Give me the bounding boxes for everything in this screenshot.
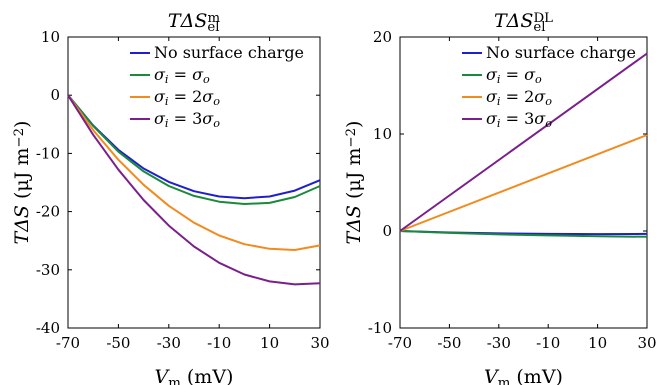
x-tick-label: 30 xyxy=(310,334,329,352)
chart-title: TΔSelDL xyxy=(494,10,553,35)
x-tick-label: 10 xyxy=(588,334,607,352)
x-tick-label: -50 xyxy=(437,334,461,352)
chart-panel-2: TΔSelDL -70 -50 -30 -10 10 30 20 10 0 -10 Vm (mV) TΔ… xyxy=(343,10,657,385)
legend-entry: σi = σo xyxy=(486,65,542,86)
y-tick-label: 10 xyxy=(373,125,392,143)
y-tick-label: 20 xyxy=(373,28,392,46)
chart-title: TΔSelm xyxy=(168,10,221,35)
y-tick-label: 0 xyxy=(50,86,60,104)
y-tick-label: 10 xyxy=(41,28,60,46)
y-tick-label: -20 xyxy=(36,203,60,221)
x-tick-label: -10 xyxy=(207,334,231,352)
x-axis-title: Vm (mV) xyxy=(484,366,563,385)
legend-entry: σi = σo xyxy=(154,65,210,86)
chart-panel-1: TΔSelm -70 -50 -30 -10 10 30 10 0 -10 -20 -30 -40 Vm … xyxy=(11,10,330,385)
series-line-2 xyxy=(399,230,648,238)
legend-entry: σi = 2σo xyxy=(154,87,220,108)
y-tick-label: -10 xyxy=(368,319,392,337)
y-axis-title: TΔS (μJ m−2) xyxy=(11,121,33,245)
series-line-2 xyxy=(67,94,321,205)
y-tick-label: -10 xyxy=(36,144,60,162)
plot-frame xyxy=(67,36,321,329)
x-tick-label: -50 xyxy=(106,334,130,352)
legend-entry: No surface charge xyxy=(154,43,304,62)
y-tick-label: -30 xyxy=(36,261,60,279)
plot-frame xyxy=(399,36,648,329)
x-tick-label: 10 xyxy=(260,334,279,352)
series-line-3 xyxy=(67,94,321,251)
series-line-3 xyxy=(399,134,648,232)
legend-entry: σi = 3σo xyxy=(486,109,552,130)
y-axis-title: TΔS (μJ m−2) xyxy=(343,121,365,245)
x-tick-label: 30 xyxy=(637,334,656,352)
x-tick-label: -30 xyxy=(487,334,511,352)
series-line-4 xyxy=(399,52,648,232)
y-tick-label: -40 xyxy=(36,319,60,337)
series-line-4 xyxy=(67,94,321,286)
x-tick-label: -70 xyxy=(388,334,412,352)
x-axis-title: Vm (mV) xyxy=(155,366,234,385)
x-tick-label: -10 xyxy=(536,334,560,352)
legend-entry: No surface charge xyxy=(486,43,636,62)
legend-entry: σi = 2σo xyxy=(486,87,552,108)
legend-entry: σi = 3σo xyxy=(154,109,220,130)
y-tick-label: 0 xyxy=(382,222,392,240)
x-tick-label: -30 xyxy=(157,334,181,352)
x-tick-label: -70 xyxy=(56,334,80,352)
